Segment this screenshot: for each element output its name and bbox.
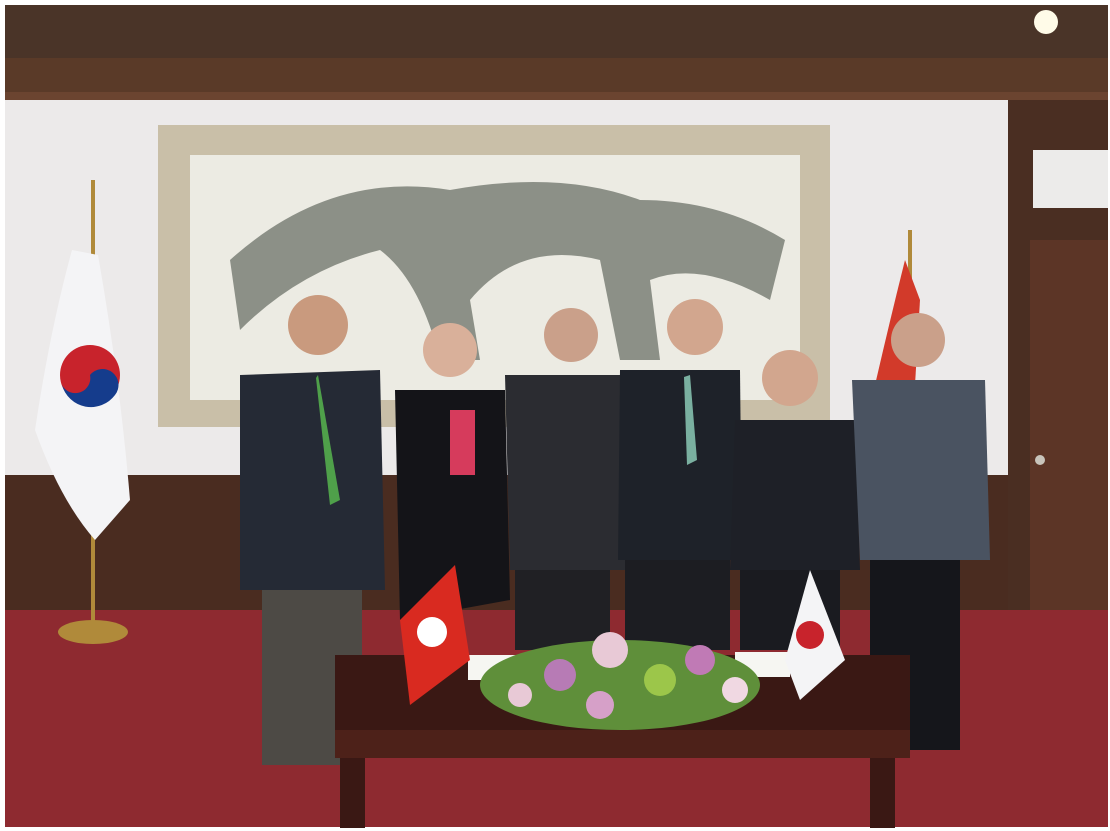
person <box>730 350 860 650</box>
table-apron <box>335 730 910 758</box>
ceiling-light <box>1034 10 1058 34</box>
shape <box>423 323 477 377</box>
pine-tree <box>230 182 785 360</box>
wood-trim <box>5 58 1108 96</box>
shape <box>618 370 742 560</box>
person <box>505 308 630 650</box>
wall-panel <box>1033 150 1108 208</box>
table-leg <box>340 758 365 828</box>
flag-emblem <box>62 368 119 408</box>
flag-emblem <box>796 621 824 649</box>
flower <box>685 645 715 675</box>
ceiling <box>5 5 1108 60</box>
shape <box>505 375 630 570</box>
flower <box>644 664 676 696</box>
shape <box>730 420 860 570</box>
door-handle <box>1035 455 1045 465</box>
trim-edge <box>5 92 1108 100</box>
shape <box>515 570 610 650</box>
flower <box>722 677 748 703</box>
shape <box>288 295 348 355</box>
flower <box>586 691 614 719</box>
table-leg <box>870 758 895 828</box>
shape <box>625 560 730 650</box>
shape <box>450 410 475 475</box>
person <box>618 299 742 650</box>
flower <box>592 632 628 668</box>
shape <box>240 370 385 590</box>
shape <box>891 313 945 367</box>
flower <box>508 683 532 707</box>
shape <box>762 350 818 406</box>
flag-base <box>58 620 128 644</box>
shape <box>684 375 697 465</box>
person <box>395 323 510 620</box>
shape <box>544 308 598 362</box>
flag-emblem <box>417 617 447 647</box>
door <box>1030 240 1108 610</box>
shape <box>316 375 340 505</box>
shape <box>667 299 723 355</box>
flower <box>544 659 576 691</box>
shape <box>852 380 990 560</box>
shape <box>395 390 510 620</box>
